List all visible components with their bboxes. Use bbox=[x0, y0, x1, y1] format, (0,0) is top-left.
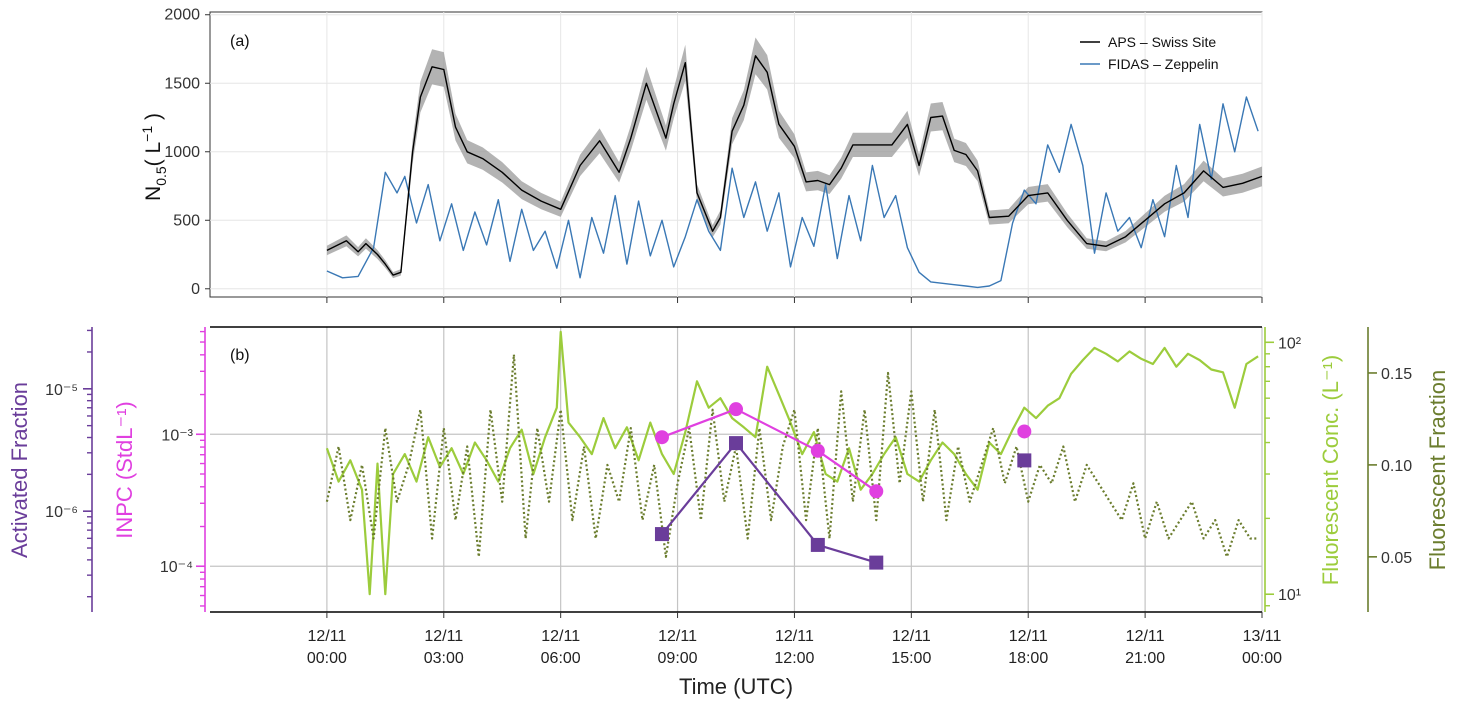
panel-a-y-tick-label: 0 bbox=[191, 281, 200, 298]
aps-series-line bbox=[326, 55, 1263, 276]
panel-a-y-ticks: 0 500 1000 1500 2000 bbox=[164, 7, 210, 298]
fluorescent-conc-series-line bbox=[325, 330, 1259, 596]
inpc-series-line bbox=[661, 408, 877, 493]
panel-a: 0 500 1000 1500 2000 (a) APS – Swiss Site FI… bbox=[139, 7, 1263, 303]
x-tick-time: 06:00 bbox=[541, 650, 581, 667]
panel-a-y-tick-label: 1000 bbox=[164, 144, 200, 161]
x-tick-time: 09:00 bbox=[658, 650, 698, 667]
panel-a-legend: APS – Swiss Site FIDAS – Zeppelin bbox=[1080, 34, 1219, 72]
fluorescent-fraction-axis: 0.15 0.10 0.05 bbox=[1367, 327, 1412, 612]
x-tick-time: 03:00 bbox=[424, 650, 464, 667]
panel-b-label: (b) bbox=[230, 347, 250, 364]
inpc-point bbox=[810, 443, 825, 458]
panel-a-label: (a) bbox=[230, 33, 250, 50]
fluorescent-conc-axis-label: Fluorescent Conc. (L⁻¹) bbox=[1318, 355, 1343, 585]
panel-b-series bbox=[325, 330, 1259, 596]
panel-a-y-axis-label: N0.5( L−1 ) bbox=[139, 113, 169, 201]
x-axis-label: Time (UTC) bbox=[679, 674, 793, 699]
activated-fraction-point bbox=[1017, 453, 1032, 468]
fluorescent-fraction-tick-label: 0.05 bbox=[1381, 550, 1412, 567]
inpc-tick-label: 10⁻⁴ bbox=[160, 559, 193, 576]
fluorescent-fraction-series-line bbox=[325, 353, 1259, 558]
x-tick-time: 18:00 bbox=[1008, 650, 1048, 667]
inpc-point bbox=[869, 484, 884, 499]
activated-fraction-axis: 10⁻⁵ 10⁻⁶ bbox=[45, 327, 93, 612]
x-tick-time: 00:00 bbox=[1242, 650, 1282, 667]
activated-fraction-axis-label: Activated Fraction bbox=[7, 382, 32, 558]
fluorescent-fraction-axis-label: Fluorescent Fraction bbox=[1425, 370, 1450, 571]
x-tick-date: 13/11 bbox=[1243, 628, 1282, 645]
aps-uncertainty-band-area bbox=[326, 37, 1262, 279]
inpc-axis-label: INPC (StdL⁻¹) bbox=[112, 401, 137, 539]
activated-fraction-point bbox=[810, 537, 825, 552]
fluorescent-conc-axis: 10² 10¹ bbox=[1264, 327, 1302, 612]
legend-label-aps: APS – Swiss Site bbox=[1108, 34, 1216, 50]
fidas-series-line bbox=[326, 96, 1259, 289]
y-label-unit-exponent: −1 bbox=[139, 126, 155, 142]
panel-a-series bbox=[326, 55, 1263, 289]
panel-a-x-ticks bbox=[326, 297, 1263, 303]
y-label-main: N bbox=[142, 186, 165, 201]
fluorescent-conc-tick-label: 10² bbox=[1278, 335, 1302, 352]
panel-b-x-ticks: 12/11 00:00 12/11 03:00 12/11 06:00 12/11 09:00… bbox=[307, 612, 1282, 667]
x-tick-date: 12/11 bbox=[775, 628, 814, 645]
activated-fraction-point bbox=[729, 436, 743, 451]
fluorescent-fraction-tick-label: 0.15 bbox=[1381, 366, 1412, 383]
inpc-axis: 10⁻³ 10⁻⁴ bbox=[160, 327, 206, 612]
x-tick-date: 12/11 bbox=[541, 628, 580, 645]
activated-fraction-tick-label: 10⁻⁶ bbox=[45, 504, 78, 521]
panel-b-frame bbox=[210, 327, 1262, 612]
panel-a-grid bbox=[210, 12, 1263, 297]
inpc-point bbox=[1017, 424, 1032, 439]
panel-a-y-tick-label: 500 bbox=[173, 212, 200, 229]
activated-fraction-point bbox=[654, 527, 669, 542]
x-tick-time: 00:00 bbox=[307, 650, 347, 667]
inpc-tick-label: 10⁻³ bbox=[161, 427, 193, 444]
panel-a-y-tick-label: 2000 bbox=[164, 7, 200, 24]
fluorescent-conc-tick-label: 10¹ bbox=[1278, 587, 1301, 604]
panel-a-frame bbox=[209, 11, 1263, 298]
x-tick-date: 12/11 bbox=[892, 628, 931, 645]
activated-fraction-series-line bbox=[661, 442, 877, 564]
y-label-unit-close: ) bbox=[142, 113, 165, 126]
y-label-subscript: 0.5 bbox=[153, 166, 169, 186]
x-tick-date: 12/11 bbox=[1126, 628, 1165, 645]
panel-a-y-tick-label: 1500 bbox=[164, 75, 200, 92]
activated-fraction-point bbox=[869, 555, 884, 570]
aps-uncertainty-band bbox=[326, 37, 1262, 279]
inpc-point bbox=[654, 430, 669, 445]
inpc-point bbox=[729, 402, 743, 417]
x-tick-time: 12:00 bbox=[774, 650, 814, 667]
x-tick-date: 12/11 bbox=[424, 628, 463, 645]
x-tick-time: 15:00 bbox=[891, 650, 931, 667]
x-tick-date: 12/11 bbox=[307, 628, 346, 645]
x-tick-date: 12/11 bbox=[658, 628, 697, 645]
legend-label-fidas: FIDAS – Zeppelin bbox=[1108, 56, 1219, 72]
x-tick-date: 12/11 bbox=[1009, 628, 1048, 645]
fluorescent-fraction-tick-label: 0.10 bbox=[1381, 458, 1412, 475]
y-label-unit-open: ( L bbox=[142, 142, 165, 167]
activated-fraction-tick-label: 10⁻⁵ bbox=[45, 382, 78, 399]
x-tick-time: 21:00 bbox=[1125, 650, 1165, 667]
panel-b: (b) 10⁻⁵ 10⁻⁶ 10⁻³ 10⁻⁴ 10² 10¹ 0.15 0.10 0.0… bbox=[7, 326, 1450, 699]
